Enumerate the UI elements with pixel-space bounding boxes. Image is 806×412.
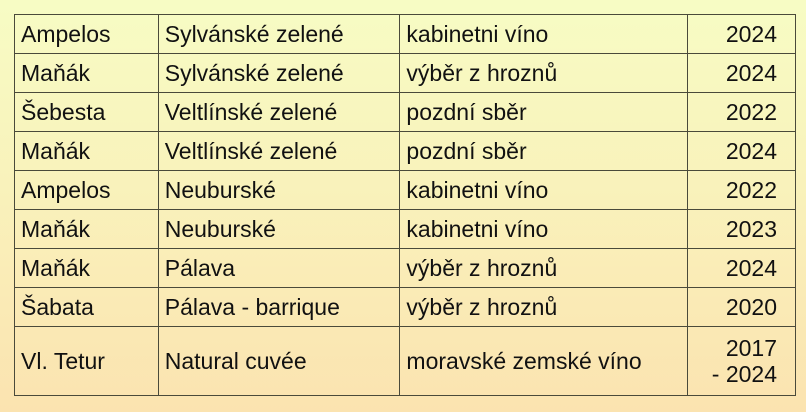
table-row: Ampelos Neuburské kabinetni víno 2022 bbox=[14, 170, 796, 210]
category-cell: kabinetni víno bbox=[399, 14, 689, 54]
producer-cell: Ampelos bbox=[14, 14, 159, 54]
producer-cell: Šabata bbox=[14, 287, 159, 327]
category-cell: pozdní sběr bbox=[399, 131, 689, 171]
producer-cell: Maňák bbox=[14, 53, 159, 93]
producer-cell: Maňák bbox=[14, 131, 159, 171]
table-row: Vl. Tetur Natural cuvée moravské zemské ví… bbox=[14, 326, 796, 396]
table-row: Šebesta Veltlínské zelené pozdní sběr 2022 bbox=[14, 92, 796, 132]
year-cell: 2020 bbox=[687, 287, 796, 327]
year-cell: 2024 bbox=[687, 248, 796, 288]
table-row: Ampelos Sylvánské zelené kabinetni víno 202… bbox=[14, 14, 796, 54]
table-row: Maňák Neuburské kabinetni víno 2023 bbox=[14, 209, 796, 249]
variety-cell: Veltlínské zelené bbox=[157, 131, 401, 171]
variety-cell: Natural cuvée bbox=[157, 326, 401, 396]
table-row: Maňák Sylvánské zelené výběr z hroznů 2024 bbox=[14, 53, 796, 93]
category-cell: kabinetni víno bbox=[399, 209, 689, 249]
year-cell: 2022 bbox=[687, 92, 796, 132]
category-cell: výběr z hroznů bbox=[399, 287, 689, 327]
category-cell: kabinetni víno bbox=[399, 170, 689, 210]
year-cell: 2022 bbox=[687, 170, 796, 210]
table-row: Maňák Pálava výběr z hroznů 2024 bbox=[14, 248, 796, 288]
variety-cell: Neuburské bbox=[157, 209, 401, 249]
variety-cell: Pálava bbox=[157, 248, 401, 288]
year-cell: 2024 bbox=[687, 131, 796, 171]
category-cell: pozdní sběr bbox=[399, 92, 689, 132]
year-cell: 2024 bbox=[687, 14, 796, 54]
category-cell: výběr z hroznů bbox=[399, 248, 689, 288]
variety-cell: Sylvánské zelené bbox=[157, 53, 401, 93]
table-row: Maňák Veltlínské zelené pozdní sběr 2024 bbox=[14, 131, 796, 171]
year-cell: 2024 bbox=[687, 53, 796, 93]
producer-cell: Šebesta bbox=[14, 92, 159, 132]
producer-cell: Maňák bbox=[14, 209, 159, 249]
year-cell: 2023 bbox=[687, 209, 796, 249]
variety-cell: Sylvánské zelené bbox=[157, 14, 401, 54]
producer-cell: Vl. Tetur bbox=[14, 326, 159, 396]
variety-cell: Veltlínské zelené bbox=[157, 92, 401, 132]
variety-cell: Pálava - barrique bbox=[157, 287, 401, 327]
year-cell: 2017 - 2024 bbox=[687, 326, 796, 396]
wine-table: Ampelos Sylvánské zelené kabinetni víno 202… bbox=[14, 14, 796, 396]
producer-cell: Ampelos bbox=[14, 170, 159, 210]
category-cell: výběr z hroznů bbox=[399, 53, 689, 93]
table-row: Šabata Pálava - barrique výběr z hroznů 202… bbox=[14, 287, 796, 327]
producer-cell: Maňák bbox=[14, 248, 159, 288]
category-cell: moravské zemské víno bbox=[399, 326, 689, 396]
variety-cell: Neuburské bbox=[157, 170, 401, 210]
